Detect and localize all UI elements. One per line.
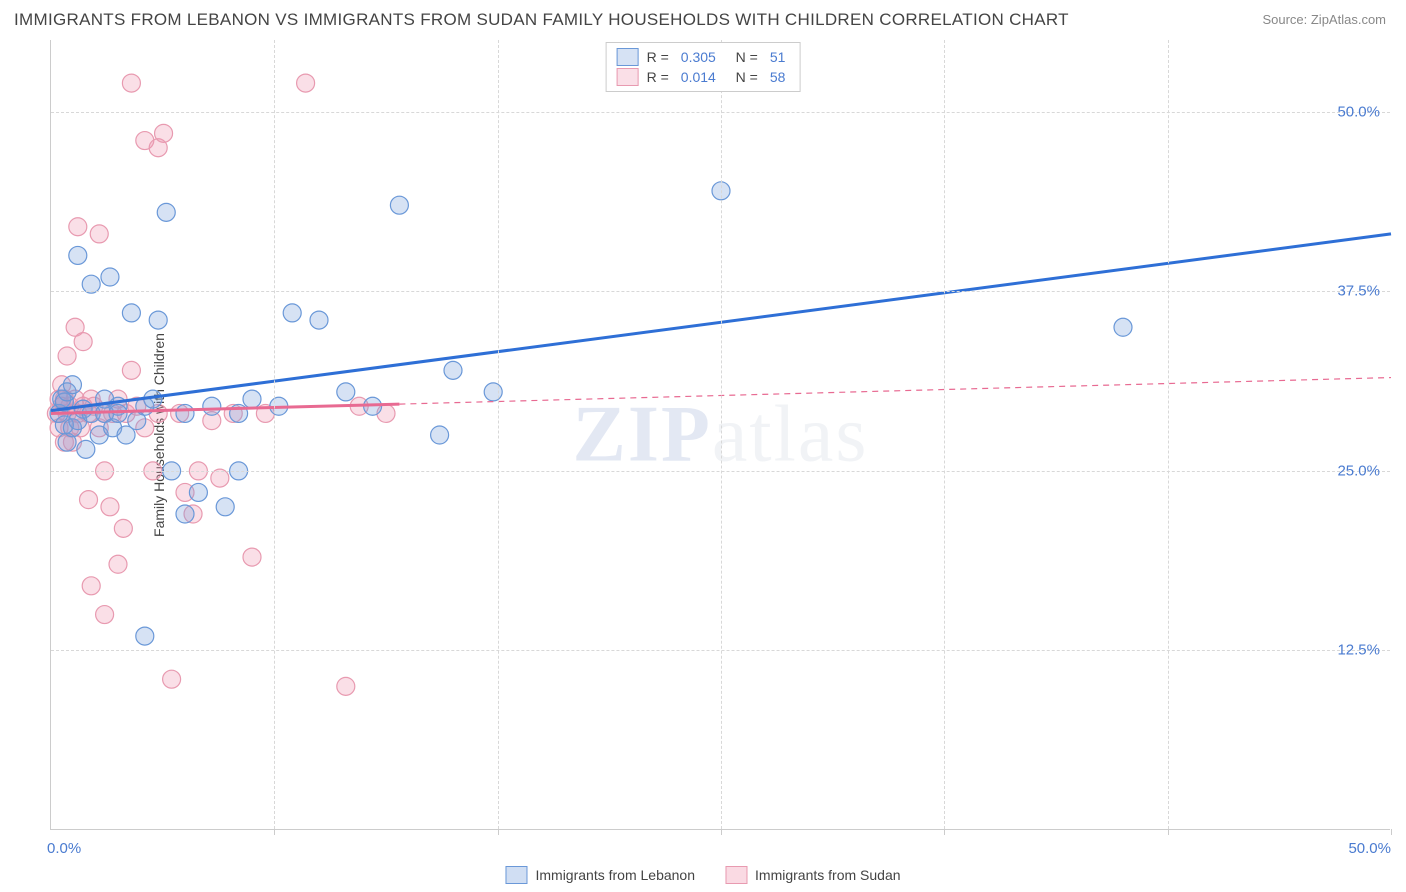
data-point-lebanon: [283, 304, 301, 322]
legend-item-lebanon: Immigrants from Lebanon: [505, 866, 695, 884]
data-point-sudan: [297, 74, 315, 92]
trend-line-ext-sudan: [399, 378, 1391, 405]
data-point-sudan: [96, 606, 114, 624]
legend-row-sudan: R = 0.014 N = 58: [617, 67, 790, 87]
data-point-sudan: [122, 74, 140, 92]
xtick: [721, 829, 722, 835]
data-point-lebanon: [1114, 318, 1132, 336]
swatch-lebanon: [617, 48, 639, 66]
data-point-sudan: [82, 577, 100, 595]
source-label: Source: ZipAtlas.com: [1262, 12, 1386, 27]
swatch-sudan: [617, 68, 639, 86]
data-point-sudan: [101, 498, 119, 516]
swatch-lebanon-bottom: [505, 866, 527, 884]
n-value-lebanon: 51: [770, 49, 786, 65]
n-label: N =: [728, 69, 758, 85]
data-point-sudan: [114, 519, 132, 537]
data-point-lebanon: [157, 203, 175, 221]
correlation-legend: R = 0.305 N = 51 R = 0.014 N = 58: [606, 42, 801, 92]
gridline-v: [274, 40, 275, 829]
r-label: R =: [647, 69, 669, 85]
gridline-v: [1168, 40, 1169, 829]
data-point-lebanon: [77, 440, 95, 458]
data-point-sudan: [243, 548, 261, 566]
data-point-sudan: [155, 124, 173, 142]
legend-item-sudan: Immigrants from Sudan: [725, 866, 901, 884]
xtick: [498, 829, 499, 835]
ytick-label: 25.0%: [1337, 462, 1380, 479]
x-origin-label: 0.0%: [47, 840, 81, 857]
ytick-label: 12.5%: [1337, 642, 1380, 659]
data-point-lebanon: [176, 404, 194, 422]
data-point-lebanon: [109, 404, 127, 422]
data-point-lebanon: [176, 505, 194, 523]
x-max-label: 50.0%: [1348, 840, 1391, 857]
r-value-lebanon: 0.305: [681, 49, 716, 65]
series-legend: Immigrants from Lebanon Immigrants from …: [505, 866, 900, 884]
data-point-sudan: [109, 555, 127, 573]
r-label: R =: [647, 49, 669, 65]
data-point-lebanon: [63, 376, 81, 394]
data-point-lebanon: [69, 246, 87, 264]
n-label: N =: [728, 49, 758, 65]
legend-label-lebanon: Immigrants from Lebanon: [535, 867, 695, 883]
ytick-label: 50.0%: [1337, 103, 1380, 120]
data-point-sudan: [58, 347, 76, 365]
data-point-lebanon: [243, 390, 261, 408]
xtick: [1168, 829, 1169, 835]
swatch-sudan-bottom: [725, 866, 747, 884]
xtick: [1391, 829, 1392, 835]
gridline-v: [721, 40, 722, 829]
data-point-lebanon: [337, 383, 355, 401]
data-point-lebanon: [122, 304, 140, 322]
plot-area: Family Households with Children ZIPatlas…: [50, 40, 1390, 830]
data-point-sudan: [163, 670, 181, 688]
gridline-v: [944, 40, 945, 829]
data-point-lebanon: [484, 383, 502, 401]
data-point-lebanon: [101, 268, 119, 286]
data-point-sudan: [90, 225, 108, 243]
data-point-lebanon: [136, 627, 154, 645]
n-value-sudan: 58: [770, 69, 786, 85]
data-point-lebanon: [444, 361, 462, 379]
gridline-v: [498, 40, 499, 829]
ytick-label: 37.5%: [1337, 283, 1380, 300]
xtick: [274, 829, 275, 835]
legend-label-sudan: Immigrants from Sudan: [755, 867, 901, 883]
chart-title: IMMIGRANTS FROM LEBANON VS IMMIGRANTS FR…: [14, 10, 1069, 30]
data-point-sudan: [337, 677, 355, 695]
data-point-sudan: [80, 491, 98, 509]
data-point-lebanon: [431, 426, 449, 444]
data-point-sudan: [74, 333, 92, 351]
data-point-lebanon: [189, 483, 207, 501]
data-point-lebanon: [216, 498, 234, 516]
data-point-lebanon: [149, 311, 167, 329]
data-point-lebanon: [310, 311, 328, 329]
xtick: [944, 829, 945, 835]
legend-row-lebanon: R = 0.305 N = 51: [617, 47, 790, 67]
data-point-sudan: [69, 218, 87, 236]
data-point-sudan: [122, 361, 140, 379]
r-value-sudan: 0.014: [681, 69, 716, 85]
data-point-lebanon: [203, 397, 221, 415]
data-point-lebanon: [390, 196, 408, 214]
